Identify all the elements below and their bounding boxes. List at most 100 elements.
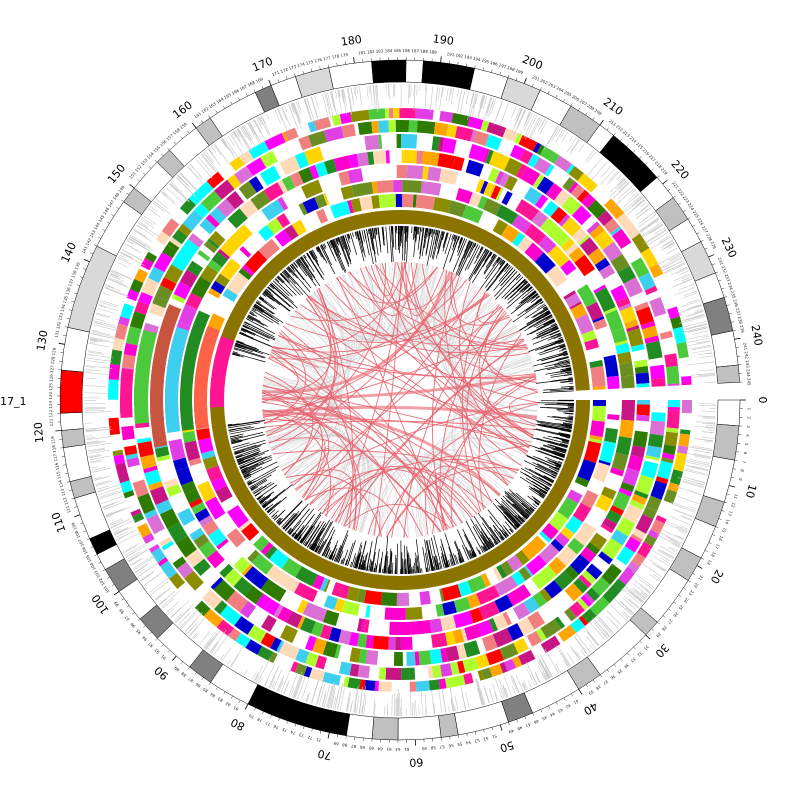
histogram-bar: [489, 516, 507, 539]
density-bar: [617, 185, 633, 200]
ideogram-band-26: [74, 491, 111, 540]
density-bar: [97, 489, 105, 493]
histogram-bar: [277, 275, 285, 283]
minor-tick-label: 124: [48, 392, 53, 400]
minor-tick: [98, 236, 101, 239]
track-segment: [239, 199, 259, 219]
histogram-bar: [409, 558, 412, 574]
track-segment: [175, 467, 194, 486]
minor-tick-label: 195: [481, 58, 490, 65]
density-bar: [667, 547, 677, 553]
density-bar: [500, 687, 505, 699]
histogram-bar: [375, 227, 378, 234]
track-segment: [156, 454, 171, 462]
histogram-bar: [547, 483, 552, 487]
track-segment: [228, 628, 242, 642]
histogram-bar: [554, 339, 564, 343]
track-segment: [439, 110, 454, 123]
track-segment: [494, 594, 514, 613]
minor-tick-label: 18: [710, 551, 717, 558]
density-bar: [450, 88, 455, 105]
histogram-bar: [293, 533, 298, 539]
track-segment: [431, 136, 441, 151]
track-segment: [562, 177, 576, 192]
density-bar: [684, 468, 708, 475]
minor-tick-label: 143: [88, 229, 96, 238]
track-segment: [627, 454, 644, 472]
histogram-bar: [325, 553, 328, 558]
track-segment: [123, 490, 135, 499]
histogram-bar: [528, 488, 544, 499]
minor-tick: [143, 625, 146, 628]
ideogram-band-8: [586, 619, 647, 676]
track-segment: [333, 155, 352, 172]
density-bar: [120, 251, 132, 258]
track-segment: [372, 150, 387, 165]
track-segment: [535, 194, 549, 210]
histogram-bar: [536, 328, 559, 339]
track-segment: [157, 557, 169, 567]
histogram-bar: [240, 455, 272, 470]
histogram-bar: [538, 450, 564, 461]
track-segment: [664, 431, 679, 447]
track-segment: [125, 453, 139, 460]
histogram-bar: [504, 531, 509, 537]
density-bar: [693, 304, 702, 309]
track-segment: [134, 301, 150, 315]
major-tick: [113, 591, 120, 596]
histogram-bar: [558, 337, 563, 340]
track-segment: [173, 457, 189, 472]
histogram-bar: [435, 555, 440, 570]
density-bar: [674, 486, 702, 496]
histogram-bar: [568, 419, 573, 421]
track-segment: [598, 459, 611, 466]
histogram-bar: [511, 492, 534, 512]
histogram-bar: [288, 508, 311, 535]
histogram-bar: [568, 379, 573, 381]
density-bar: [475, 678, 484, 705]
histogram-bar: [433, 229, 436, 234]
density-bar: [272, 668, 283, 690]
density-bar: [110, 521, 125, 529]
histogram-bar: [524, 467, 554, 484]
density-bar: [438, 690, 443, 714]
minor-tick-label: 19: [706, 559, 713, 566]
track-segment: [219, 605, 242, 626]
track-segment: [502, 128, 519, 143]
histogram-bar: [321, 244, 324, 249]
track-segment: [260, 150, 278, 168]
link-chord: [459, 281, 527, 456]
density-bar: [586, 151, 596, 164]
track-segment: [433, 197, 452, 214]
histogram-bar: [264, 290, 268, 294]
minor-tick-label: 31: [643, 644, 650, 651]
histogram-bar: [338, 550, 344, 563]
histogram-bar: [255, 302, 262, 307]
histogram-bar: [253, 306, 263, 313]
density-bar: [125, 243, 139, 252]
minor-tick-label: 92: [153, 647, 160, 654]
minor-tick: [626, 144, 629, 147]
track-segment: [527, 153, 540, 168]
histogram-bar: [382, 226, 385, 246]
histogram-bar: [262, 503, 267, 507]
track-segment: [548, 511, 569, 532]
track-segment: [645, 455, 660, 461]
density-bar: [130, 234, 151, 248]
histogram-bar: [536, 318, 555, 329]
histogram-bar: [347, 233, 350, 239]
minor-tick-label: 142: [84, 237, 92, 246]
link-chord: [411, 262, 530, 357]
histogram-bar: [323, 545, 330, 557]
histogram-bar: [253, 305, 280, 323]
histogram-bar: [434, 559, 438, 570]
density-bar: [101, 495, 123, 504]
density-bar: [274, 109, 281, 124]
density-bar: [222, 138, 228, 146]
histogram-bar: [526, 455, 560, 471]
histogram-bar: [445, 563, 448, 568]
track-segment: [155, 499, 173, 515]
track-segment: [630, 445, 646, 458]
density-bar: [175, 603, 195, 623]
density-bar: [480, 689, 486, 705]
